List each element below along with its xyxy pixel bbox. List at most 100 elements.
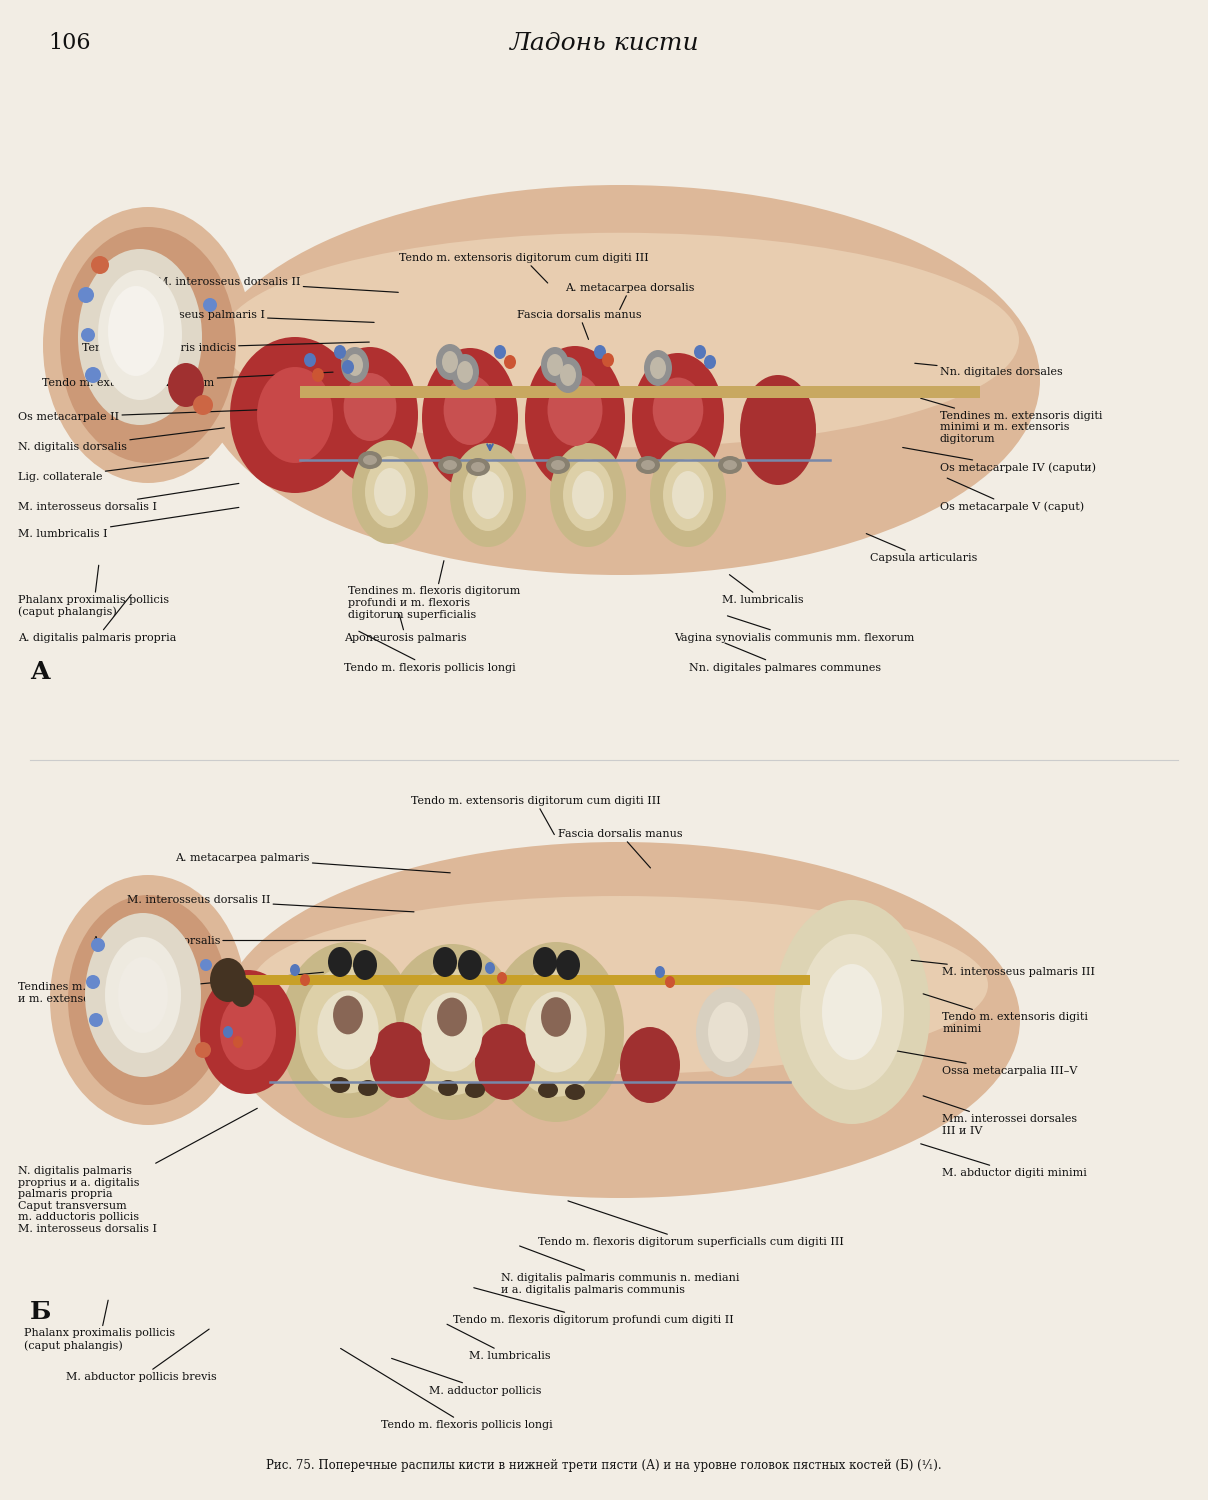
Ellipse shape [233,1036,243,1048]
Text: Os metacarpale II: Os metacarpale II [18,408,306,422]
Ellipse shape [496,972,507,984]
Ellipse shape [341,346,368,382]
Text: Tendo m. extensoris digitorum cum digiti III: Tendo m. extensoris digitorum cum digiti… [399,254,649,284]
Ellipse shape [384,944,519,1120]
Ellipse shape [466,458,490,476]
Ellipse shape [333,996,362,1035]
Text: M. abductor digiti minimi: M. abductor digiti minimi [920,1144,1087,1178]
Ellipse shape [343,374,396,441]
Ellipse shape [300,966,397,1094]
Ellipse shape [704,356,716,369]
Ellipse shape [708,1002,748,1062]
Ellipse shape [201,958,211,970]
Ellipse shape [550,442,626,548]
Ellipse shape [201,184,1040,574]
Ellipse shape [257,368,333,464]
Ellipse shape [463,459,513,531]
Ellipse shape [546,456,570,474]
Text: Tendo m. flexoris digitorum superficialls cum digiti III: Tendo m. flexoris digitorum superficiall… [538,1202,843,1246]
Ellipse shape [439,456,461,474]
Text: Tendo m. extensoris digiti
minimi: Tendo m. extensoris digiti minimi [923,994,1088,1033]
Text: Tendines m. flexoris digitorum
profundi и m. flexoris
digitorum superficialis: Tendines m. flexoris digitorum profundi … [348,561,521,620]
Ellipse shape [330,1077,350,1094]
Ellipse shape [724,460,737,470]
Ellipse shape [91,938,105,952]
Text: Vagina synovialis communis mm. flexorum: Vagina synovialis communis mm. flexorum [674,616,914,642]
Ellipse shape [741,375,815,484]
Text: M. interosseus palmaris III: M. interosseus palmaris III [911,960,1096,976]
Ellipse shape [594,345,606,358]
Ellipse shape [443,460,457,470]
Ellipse shape [457,362,474,382]
Ellipse shape [329,946,352,976]
Text: Phalanx proximalis pollicis
(caput phalangis): Phalanx proximalis pollicis (caput phala… [24,1300,175,1350]
Text: Aponeurosis palmaris: Aponeurosis palmaris [344,615,467,642]
Ellipse shape [68,896,228,1106]
Text: Lig. collaterale: Lig. collaterale [18,458,209,482]
Ellipse shape [488,942,625,1122]
Ellipse shape [563,459,612,531]
Ellipse shape [365,456,416,528]
Ellipse shape [81,328,95,342]
Ellipse shape [105,938,181,1053]
Text: Nn. digitales dorsales: Nn. digitales dorsales [914,363,1063,376]
Ellipse shape [353,950,377,980]
Ellipse shape [652,378,703,442]
Ellipse shape [333,345,345,358]
Ellipse shape [358,1080,378,1096]
Ellipse shape [465,1082,484,1098]
Ellipse shape [632,352,724,483]
Bar [220,975,811,986]
Text: M. interosseus dorsalis I: M. interosseus dorsalis I [18,483,239,512]
Text: M. interosseus dorsalis II: M. interosseus dorsalis II [157,278,399,292]
Ellipse shape [43,207,252,483]
Text: Tendo m. flexoris pollicis longi: Tendo m. flexoris pollicis longi [341,1348,552,1430]
Ellipse shape [541,346,569,382]
Ellipse shape [352,440,428,544]
Text: Phalanx proximalis pollicis
(caput phalangis): Phalanx proximalis pollicis (caput phala… [18,566,169,616]
Text: Mm. interossei dorsales
III и IV: Mm. interossei dorsales III и IV [923,1096,1078,1136]
Ellipse shape [475,1024,535,1100]
Ellipse shape [118,957,168,1034]
Ellipse shape [484,962,495,974]
Ellipse shape [573,471,604,519]
Text: N. digitalis palmaris communis n. mediani
и a. digitalis palmaris communis: N. digitalis palmaris communis n. median… [501,1246,739,1294]
Text: M. abductor pollicis brevis: M. abductor pollicis brevis [66,1329,217,1382]
Ellipse shape [91,256,109,274]
Text: Fascia dorsalis manus: Fascia dorsalis manus [558,830,683,868]
Text: Tendo m. flexoris pollicis longi: Tendo m. flexoris pollicis longi [344,632,516,672]
Ellipse shape [347,354,362,376]
Ellipse shape [252,896,988,1074]
Ellipse shape [50,874,246,1125]
Ellipse shape [774,900,930,1124]
Ellipse shape [210,958,246,1002]
Text: Рис. 75. Поперечные распилы кисти в нижней трети пясти (А) и на уровне головок п: Рис. 75. Поперечные распилы кисти в нижн… [266,1460,942,1472]
Text: M. lumbricalis I: M. lumbricalis I [18,507,239,538]
Ellipse shape [547,354,563,376]
Text: Capsula articularis: Capsula articularis [866,534,977,562]
Ellipse shape [280,942,416,1118]
Ellipse shape [547,374,603,446]
Text: Ossa metacarpalia III–V: Ossa metacarpalia III–V [894,1050,1078,1076]
Text: M. lumbricalis: M. lumbricalis [722,574,805,604]
Ellipse shape [220,994,275,1070]
Ellipse shape [541,998,571,1036]
Ellipse shape [79,249,202,424]
Ellipse shape [422,993,483,1071]
Ellipse shape [442,351,458,374]
Ellipse shape [362,454,377,465]
Ellipse shape [695,345,705,358]
Ellipse shape [635,456,660,474]
Ellipse shape [525,346,625,490]
Ellipse shape [79,286,94,303]
Ellipse shape [370,1022,430,1098]
Ellipse shape [194,1042,211,1058]
Text: N. digitalis dorsalis: N. digitalis dorsalis [18,427,225,451]
Ellipse shape [451,354,480,390]
Ellipse shape [108,286,164,376]
Text: M. interosseus dorsalis II: M. interosseus dorsalis II [127,896,414,912]
Ellipse shape [556,950,580,980]
Ellipse shape [565,1084,585,1100]
Ellipse shape [60,226,236,464]
Ellipse shape [655,966,664,978]
